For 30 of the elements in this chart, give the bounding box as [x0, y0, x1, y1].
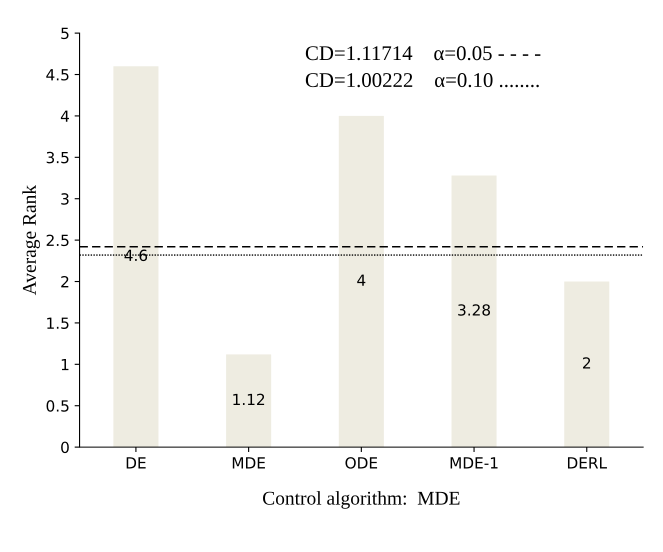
bar [113, 66, 158, 448]
y-axis-title: Average Rank [22, 184, 40, 296]
y-tick-label: 2 [61, 276, 68, 288]
data-label: 2 [583, 357, 590, 369]
y-tick-label: 3.5 [46, 152, 69, 164]
bar [564, 282, 610, 448]
y-tick-label: 4 [60, 110, 69, 122]
bar [452, 176, 497, 448]
bar [338, 116, 384, 448]
data-label: 3.28 [458, 304, 490, 316]
y-tick-label: 0 [61, 442, 69, 454]
y-tick-label: 0.5 [46, 400, 69, 412]
y-tick-label: 1 [62, 358, 68, 370]
x-tick-label: MDE [232, 457, 265, 468]
x-tick-label: DERL [568, 457, 607, 468]
annotation: CD=1.11714 α=0.05 - - - - [306, 46, 540, 60]
data-label: 1.12 [233, 394, 264, 405]
annotation: CD=1.00222 α=0.10 ........ [306, 73, 539, 88]
x-axis-title: Control algorithm: MDE [263, 491, 460, 509]
data-label: 4 [357, 274, 366, 286]
y-tick-label: 4.5 [46, 69, 69, 81]
x-tick-label: DE [126, 457, 146, 468]
y-tick-label: 3 [61, 193, 69, 205]
y-tick-label: 1.5 [47, 318, 69, 329]
x-tick-label: ODE [345, 457, 378, 469]
y-tick-label: 5 [61, 28, 69, 40]
data-label: 4.6 [124, 250, 148, 262]
bar [226, 354, 272, 448]
x-tick-label: MDE-1 [450, 457, 498, 468]
y-tick-label: 2.5 [46, 234, 69, 246]
